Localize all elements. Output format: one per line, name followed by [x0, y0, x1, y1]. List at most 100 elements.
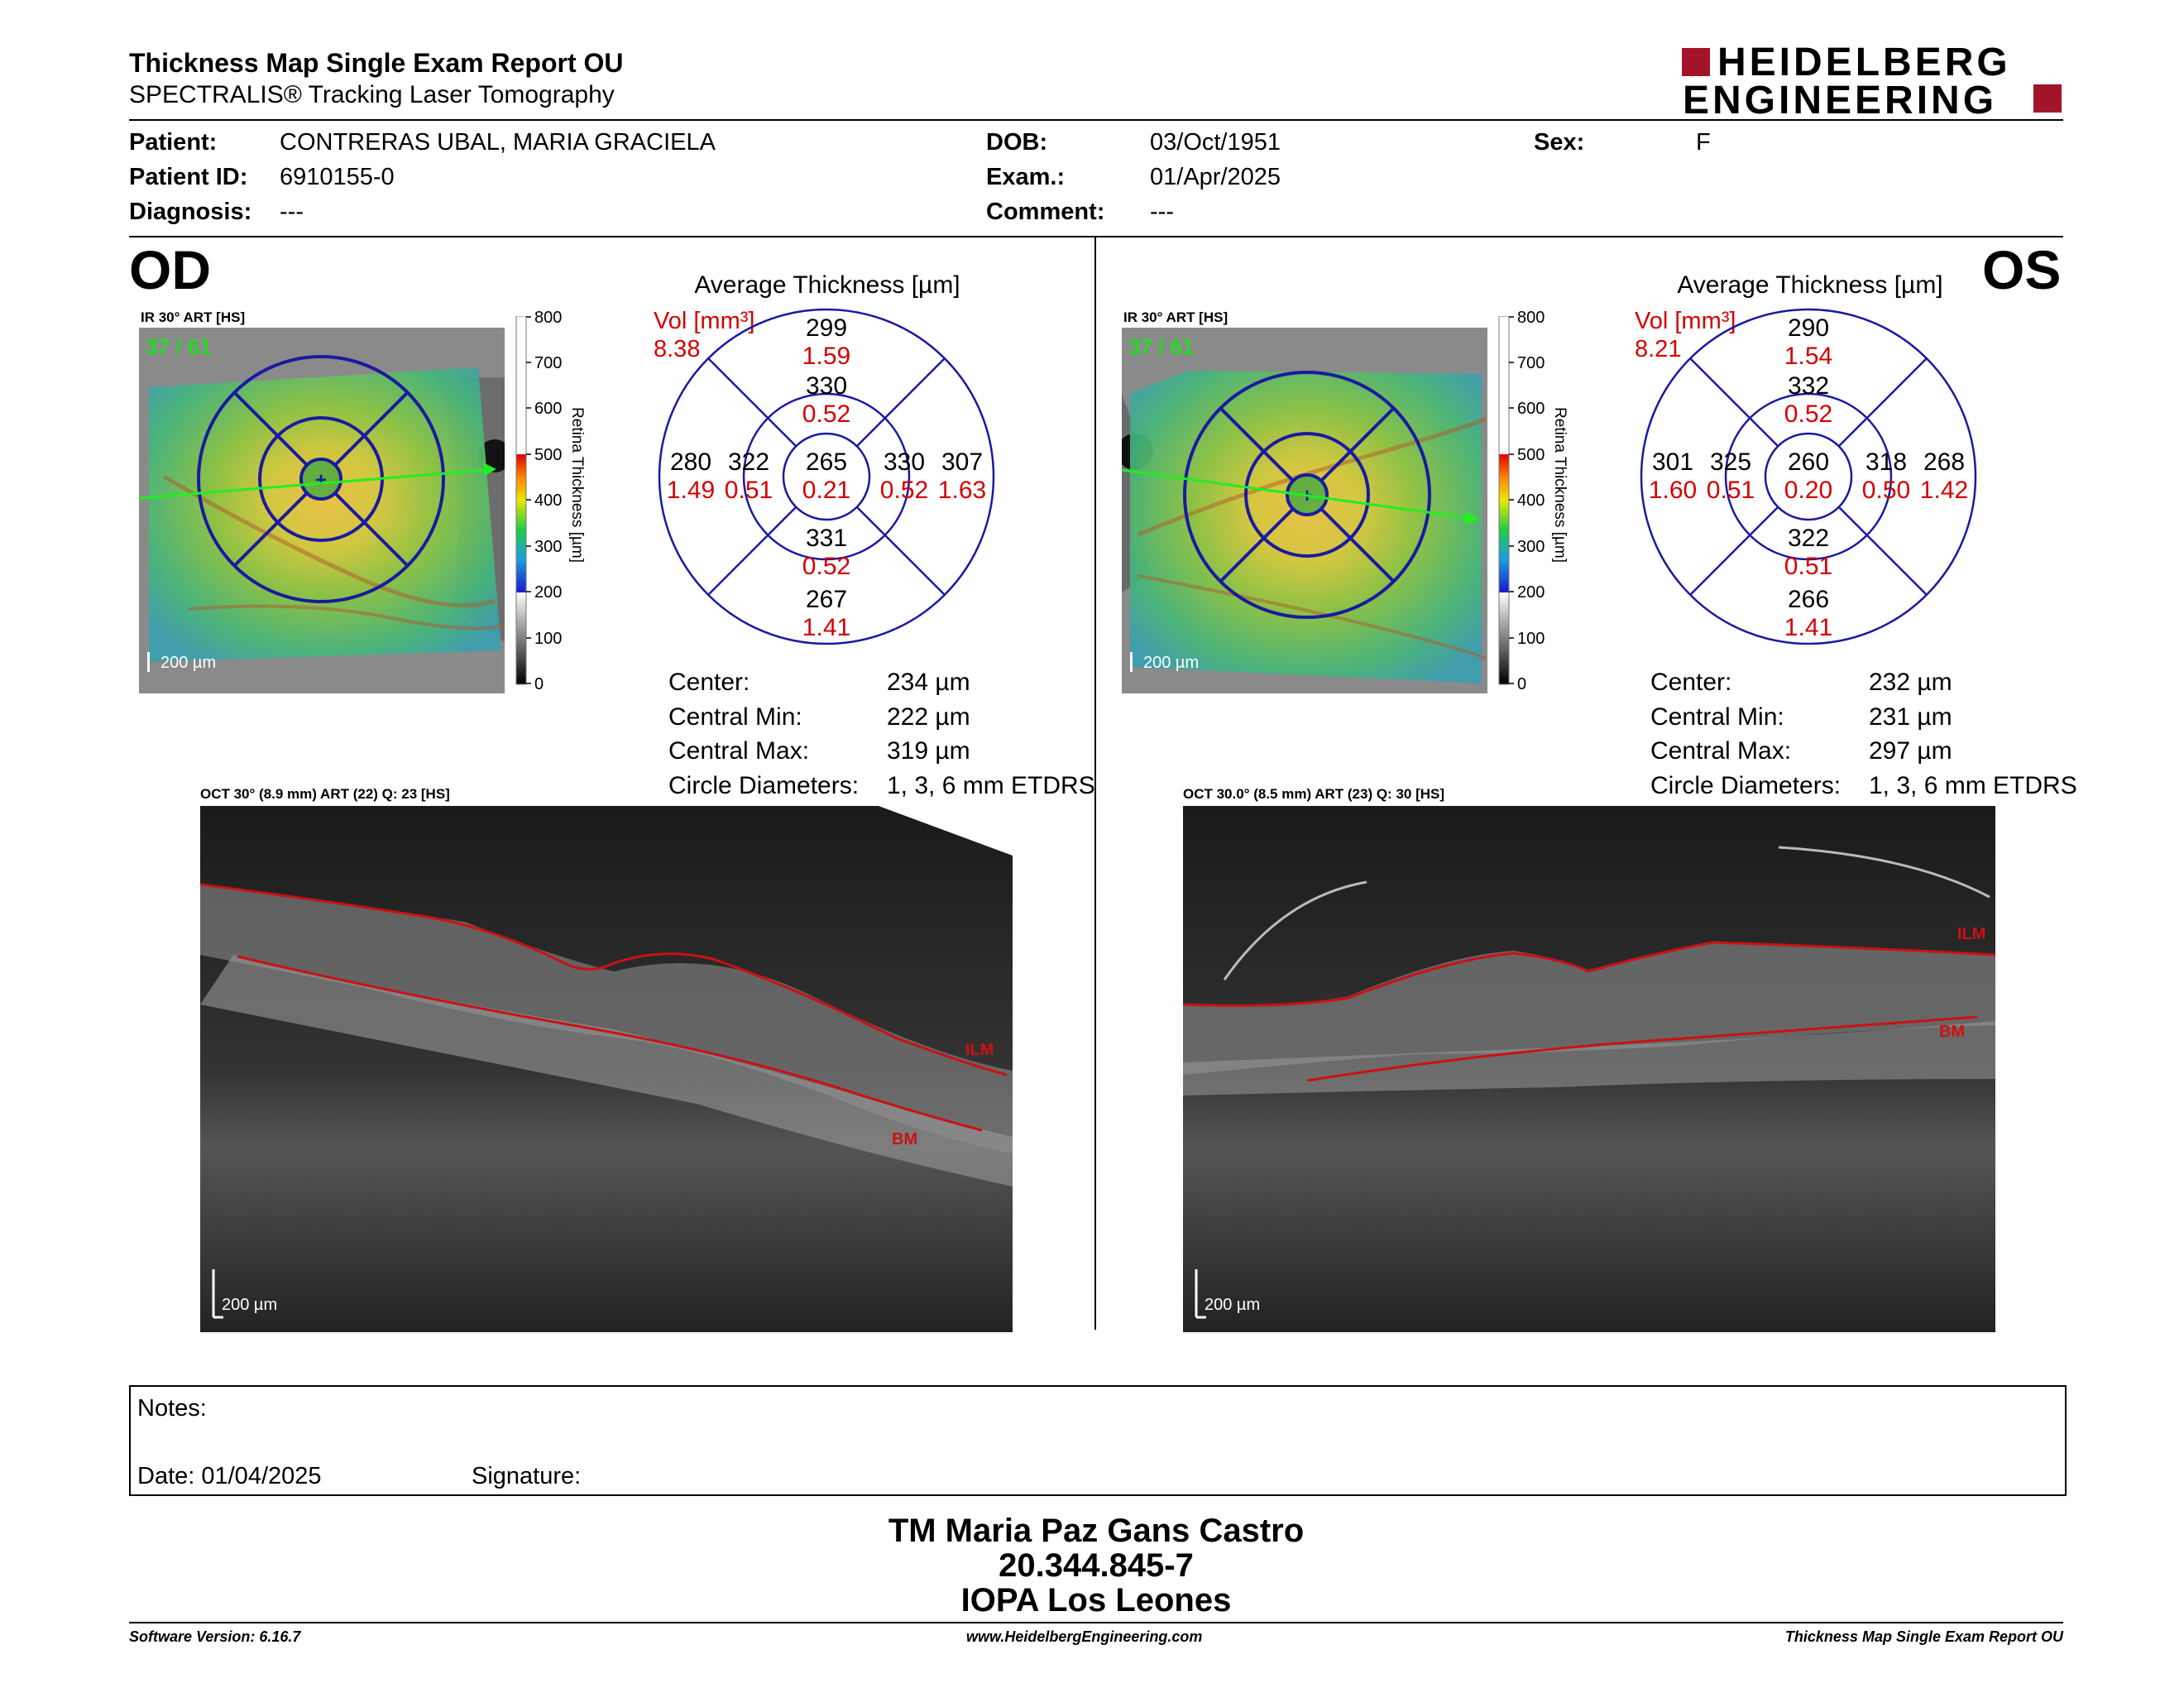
od-center-label: Center: — [668, 669, 750, 696]
scale-tick-500: 500 — [534, 446, 563, 464]
od-map-scale-label: 200 µm — [160, 654, 217, 672]
footer-divider — [129, 1622, 2063, 1623]
diagnosis-value: --- — [280, 199, 304, 225]
date-label: Date: 01/04/2025 — [137, 1463, 322, 1489]
os-oct-scan: ILM BM 200 µm — [1182, 806, 1996, 1332]
heidelberg-logo: HEIDELBERG ENGINEERING — [1679, 41, 2068, 122]
scale-tick-800: 800 — [1517, 309, 1545, 327]
scale-tick-800: 800 — [534, 309, 563, 327]
os-avg-title: Average Thickness [µm] — [1677, 271, 1943, 299]
comment-label: Comment: — [986, 199, 1105, 225]
od-frame-count: 37 / 61 — [146, 334, 212, 359]
os-bm-label: BM — [1939, 1023, 1966, 1041]
patient-id: 6910155-0 — [280, 164, 395, 190]
os-sup-inner: 332 — [1787, 372, 1830, 400]
od-map-scale-bar — [147, 652, 150, 672]
report-subtitle: SPECTRALIS® Tracking Laser Tomography — [129, 81, 615, 108]
logo-text-engineering: ENGINEERING — [1683, 79, 1998, 122]
os-sup-outer: 290 — [1787, 314, 1830, 342]
od-oct-scan: ILM BM 200 µm — [199, 806, 1013, 1332]
scale-tick-300: 300 — [1517, 538, 1545, 556]
signature-institution: IOPA Los Leones — [960, 1582, 1232, 1618]
scale-tick-700: 700 — [534, 354, 563, 372]
os-circ-value: 1, 3, 6 mm ETDRS — [1869, 772, 2077, 799]
logo-red-square-top — [1682, 48, 1710, 76]
od-etdrs-values: 299 1.59 330 0.52 265 0.21 280 1.49 322 … — [658, 308, 997, 647]
os-circ-label: Circle Diameters: — [1650, 772, 1842, 799]
header-divider — [129, 119, 2063, 121]
scale-tick-700: 700 — [1517, 354, 1545, 372]
os-color-scale: 800 700 600 500 400 300 200 100 0 Retina… — [1496, 309, 1595, 693]
exam-label: Exam.: — [986, 164, 1066, 190]
od-thickness-map: + 37 / 61 200 µm — [138, 328, 511, 693]
od-ir-label: IR 30° ART [HS] — [141, 309, 246, 325]
os-inf-outer: 266 — [1787, 586, 1830, 613]
od-vol-value: 8.38 — [654, 336, 701, 362]
os-center-vol: 0.20 — [1784, 477, 1833, 504]
os-inf-outer-vol: 1.41 — [1784, 614, 1833, 641]
signature-id: 20.344.845-7 — [999, 1547, 1194, 1584]
os-temp-outer-vol: 1.42 — [1919, 477, 1969, 504]
scale-tick-100: 100 — [1517, 630, 1545, 648]
scale-tick-0: 0 — [1517, 675, 1527, 693]
od-max-value: 319 µm — [887, 737, 970, 765]
patient-divider — [129, 236, 2063, 237]
os-nasal-inner: 325 — [1709, 448, 1752, 476]
os-temp-inner: 318 — [1865, 448, 1908, 476]
scale-tick-400: 400 — [1517, 492, 1545, 510]
od-color-scale: 800 700 600 500 400 300 200 100 0 Retina… — [513, 309, 612, 693]
scale-tick-200: 200 — [534, 583, 563, 602]
od-temp-outer: 307 — [941, 448, 984, 476]
os-center: 260 — [1787, 448, 1830, 476]
od-nasal-outer-vol: 1.49 — [666, 477, 716, 504]
od-inf-outer: 267 — [805, 586, 848, 613]
os-map-scale-label: 200 µm — [1143, 654, 1200, 672]
os-thickness-map: + 37 / 61 200 µm — [1117, 328, 1487, 693]
dob-value: 03/Oct/1951 — [1150, 129, 1281, 156]
od-sup-inner-vol: 0.52 — [802, 400, 851, 428]
os-ir-label: IR 30° ART [HS] — [1123, 309, 1228, 325]
od-oct-scale-label: 200 µm — [222, 1296, 278, 1314]
os-vol-value: 8.21 — [1635, 336, 1682, 362]
od-nasal-inner-vol: 0.51 — [724, 477, 774, 504]
sex-value: F — [1696, 129, 1711, 156]
od-max-label: Central Max: — [668, 737, 810, 765]
signature-label: Signature: — [472, 1463, 582, 1489]
os-vol-label: Vol [mm³] — [1635, 308, 1736, 334]
od-temp-outer-vol: 1.63 — [937, 477, 987, 504]
logo-text-heidelberg: HEIDELBERG — [1717, 41, 2011, 84]
os-scale-axis-label: Retina Thickness [µm] — [1551, 407, 1569, 563]
od-nasal-inner: 322 — [727, 448, 770, 476]
od-inf-inner-vol: 0.52 — [802, 553, 851, 580]
patient-label: Patient: — [129, 129, 218, 156]
od-sup-outer-vol: 1.59 — [802, 343, 851, 370]
scale-tick-200: 200 — [1517, 583, 1545, 602]
scale-tick-100: 100 — [534, 630, 563, 648]
scale-tick-300: 300 — [534, 538, 563, 556]
exam-value: 01/Apr/2025 — [1150, 164, 1281, 190]
notes-box[interactable]: Notes: Date: 01/04/2025 Signature: — [129, 1385, 2067, 1496]
od-circ-value: 1, 3, 6 mm ETDRS — [887, 772, 1095, 799]
sex-label: Sex: — [1534, 129, 1585, 156]
os-min-label: Central Min: — [1650, 703, 1784, 731]
od-min-label: Central Min: — [668, 703, 802, 731]
od-temp-inner-vol: 0.52 — [879, 477, 929, 504]
eye-divider — [1094, 237, 1096, 1330]
footer-website[interactable]: www.HeidelbergEngineering.com — [966, 1628, 1203, 1645]
os-max-label: Central Max: — [1650, 737, 1792, 765]
od-avg-title: Average Thickness [µm] — [694, 271, 960, 299]
diagnosis-label: Diagnosis: — [129, 199, 252, 225]
od-nasal-outer: 280 — [669, 448, 712, 476]
od-vol-label: Vol [mm³] — [654, 308, 755, 334]
os-center-label: Center: — [1650, 669, 1732, 696]
report-title: Thickness Map Single Exam Report OU — [129, 48, 624, 78]
od-inf-inner: 331 — [805, 525, 848, 552]
os-inf-inner: 322 — [1787, 525, 1830, 552]
od-inf-outer-vol: 1.41 — [802, 614, 851, 641]
od-sup-outer: 299 — [805, 314, 848, 342]
signature-name: TM Maria Paz Gans Castro — [888, 1513, 1305, 1549]
od-temp-inner: 330 — [883, 448, 926, 476]
patient-id-label: Patient ID: — [129, 164, 248, 190]
patient-name: CONTRERAS UBAL, MARIA GRACIELA — [280, 129, 716, 156]
od-circ-label: Circle Diameters: — [668, 772, 860, 799]
